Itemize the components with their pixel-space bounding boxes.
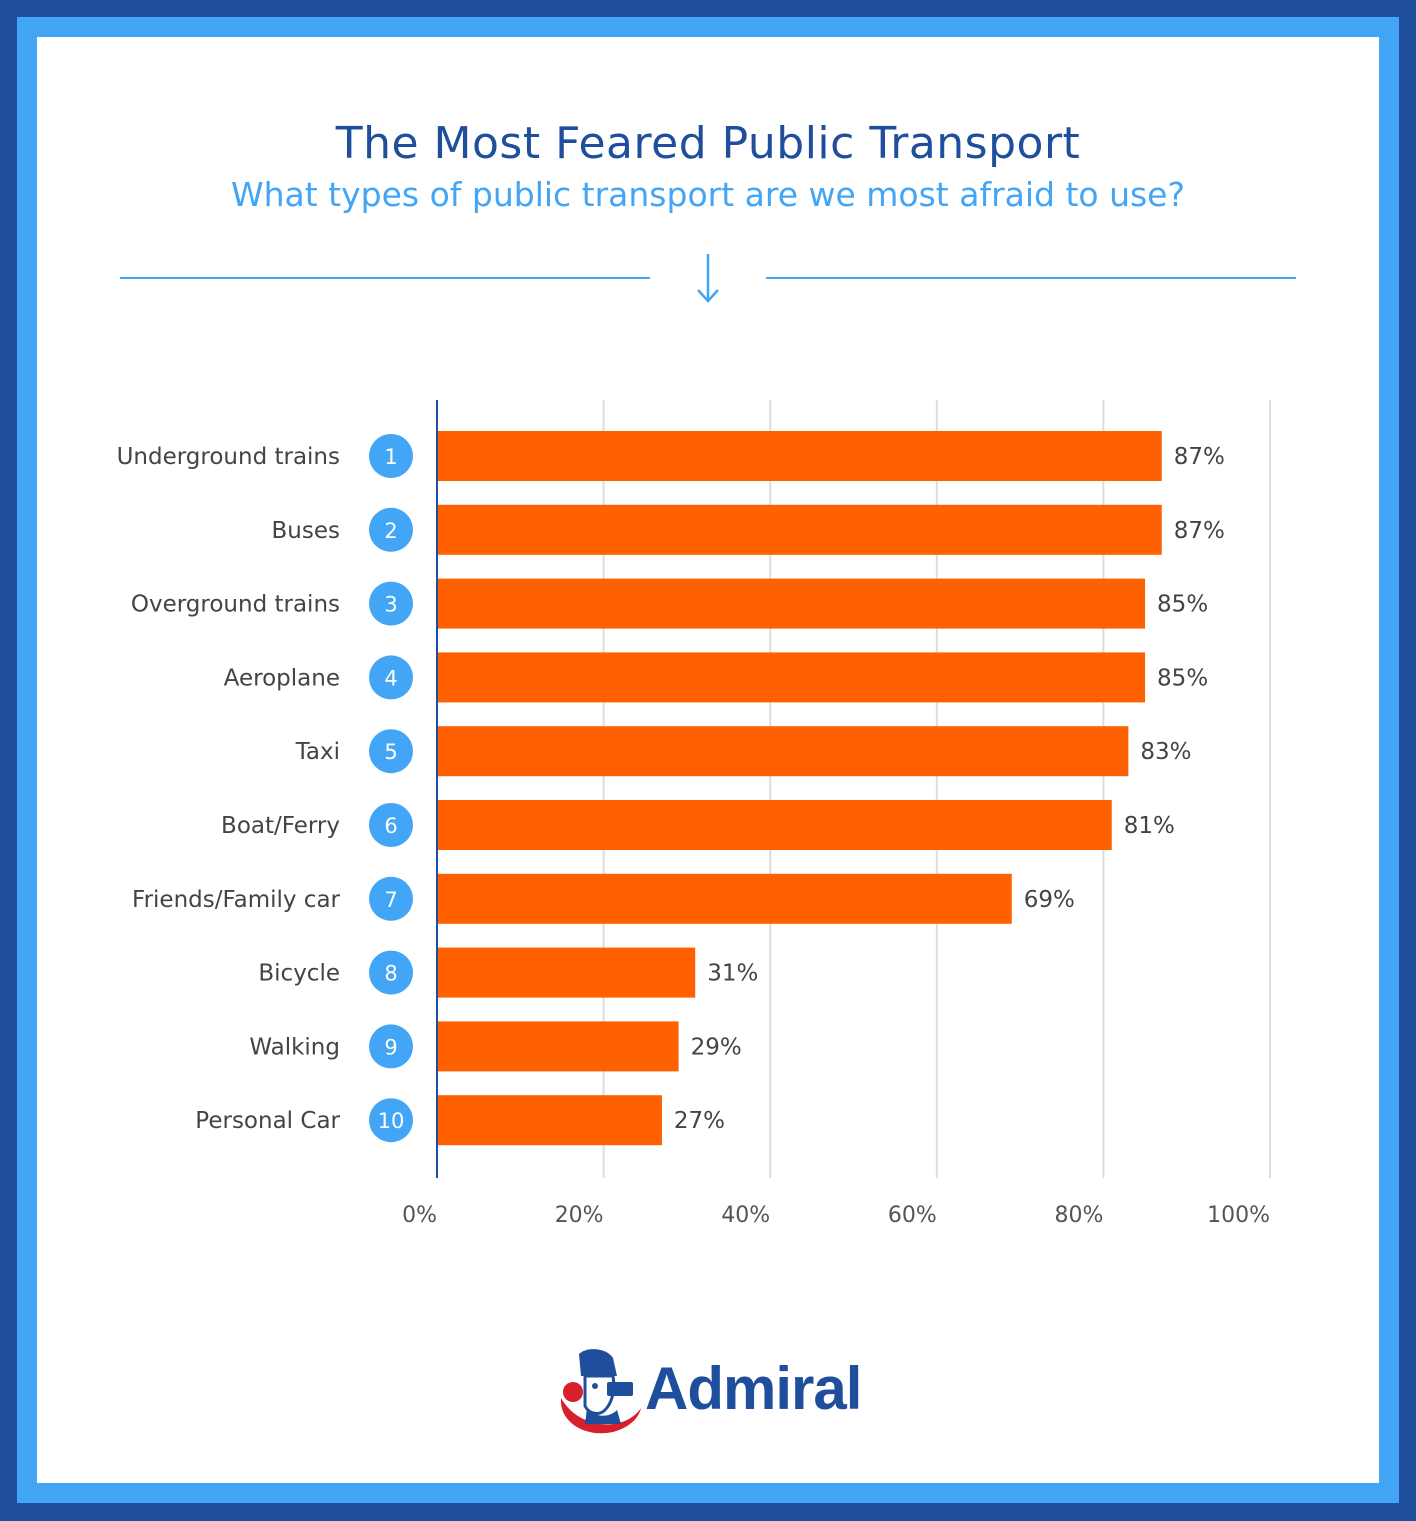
- rank-badge: [369, 950, 413, 995]
- brand-name: Admiral: [645, 1355, 862, 1422]
- data-label: 69%: [1024, 887, 1075, 913]
- rank-number: 6: [384, 814, 397, 838]
- category-label: Taxi: [295, 739, 340, 765]
- bar: [437, 1095, 662, 1146]
- rank-badge: [369, 1098, 413, 1143]
- category-label: Personal Car: [195, 1108, 340, 1134]
- x-tick-label: 100%: [1207, 1203, 1270, 1228]
- x-tick-label: 0%: [402, 1203, 437, 1228]
- rank-number: 3: [384, 593, 397, 617]
- divider-left: [120, 277, 650, 279]
- rank-badge: [369, 729, 413, 774]
- category-label: Walking: [249, 1034, 340, 1060]
- category-label: Overground trains: [131, 592, 340, 618]
- rank-number: 8: [384, 962, 397, 986]
- data-label: 31%: [707, 961, 758, 987]
- rank-number: 5: [384, 740, 397, 764]
- data-label: 27%: [674, 1108, 725, 1134]
- category-label: Friends/Family car: [132, 887, 341, 913]
- category-label: Underground trains: [117, 444, 340, 470]
- data-label: 85%: [1157, 665, 1208, 691]
- chart-title: The Most Feared Public Transport: [335, 118, 1081, 169]
- rank-number: 9: [384, 1035, 397, 1059]
- bar: [437, 726, 1129, 777]
- arrow-down-icon: [697, 254, 719, 303]
- chart-subtitle: What types of public transport are we mo…: [230, 175, 1186, 214]
- x-tick-label: 60%: [888, 1203, 937, 1228]
- bar: [437, 578, 1146, 629]
- rank-badge: [369, 507, 413, 552]
- bar: [437, 431, 1162, 481]
- bar: [437, 947, 696, 998]
- category-label: Bicycle: [258, 961, 340, 987]
- bar: [437, 800, 1112, 850]
- divider-right: [766, 277, 1296, 279]
- bar: [437, 1021, 679, 1072]
- category-label: Boat/Ferry: [221, 813, 340, 839]
- rank-badge: [369, 581, 413, 626]
- x-tick-label: 40%: [721, 1203, 770, 1228]
- rank-badge: [369, 803, 413, 847]
- bar: [437, 652, 1146, 703]
- data-label: 85%: [1157, 592, 1208, 618]
- data-label: 87%: [1174, 518, 1225, 544]
- rank-number: 10: [378, 1109, 405, 1133]
- rank-number: 7: [384, 888, 397, 912]
- admiral-mascot-icon: [560, 1349, 641, 1434]
- rank-badge: [369, 434, 413, 478]
- data-label: 29%: [691, 1034, 742, 1060]
- x-tick-label: 80%: [1054, 1203, 1103, 1228]
- rank-number: 2: [384, 519, 397, 543]
- rank-badge: [369, 655, 413, 700]
- x-tick-label: 20%: [555, 1203, 604, 1228]
- bar: [437, 873, 1012, 924]
- rank-number: 1: [384, 445, 397, 469]
- bar: [437, 504, 1162, 555]
- category-label: Buses: [272, 518, 340, 544]
- rank-number: 4: [384, 666, 397, 690]
- rank-badge: [369, 876, 413, 921]
- rank-badge: [369, 1024, 413, 1069]
- category-label: Aeroplane: [224, 665, 340, 691]
- data-label: 87%: [1174, 444, 1225, 470]
- admiral-logo: Admiral: [555, 1346, 865, 1441]
- data-label: 83%: [1140, 739, 1191, 765]
- data-label: 81%: [1124, 813, 1175, 839]
